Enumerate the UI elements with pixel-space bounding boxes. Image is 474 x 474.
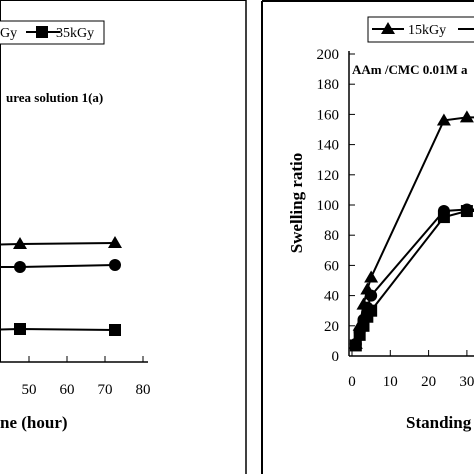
left-data-point (14, 323, 26, 335)
right-x-ticks: 0 10 20 30 (348, 350, 474, 390)
right-x-tick-label: 30 (459, 374, 474, 390)
right-annotation: AAm /CMC 0.01M a (352, 62, 468, 77)
right-y-tick-label: 80 (324, 228, 339, 244)
right-y-tick-label: 200 (317, 47, 340, 63)
right-data-point (436, 113, 451, 126)
left-x-ticks: 50 60 70 80 (22, 356, 151, 398)
left-data-point (13, 237, 27, 249)
right-data-point (437, 211, 450, 224)
right-y-tick-label: 60 (324, 258, 339, 274)
left-legend-label: Gy (0, 26, 17, 41)
right-y-tick-label: 0 (332, 349, 340, 365)
right-y-axis-label: Swelling ratio (287, 153, 306, 254)
right-x-tick-label: 10 (383, 374, 398, 390)
right-data-point (357, 319, 370, 332)
left-legend: Gy 35kGy (0, 26, 94, 41)
right-y-tick-label: 120 (317, 168, 340, 184)
right-data-point (364, 270, 379, 283)
right-y-tick-label: 140 (317, 138, 340, 154)
left-x-tick-label: 80 (136, 382, 151, 398)
left-x-tick-label: 70 (98, 382, 113, 398)
left-x-tick-label: 60 (60, 382, 75, 398)
right-series (348, 110, 474, 352)
right-data-point (459, 110, 474, 123)
right-data-point (365, 304, 378, 317)
right-x-axis-label: Standing (406, 413, 472, 432)
right-data-point (353, 328, 366, 341)
left-x-tick-label: 50 (22, 382, 37, 398)
left-legend-marker (36, 26, 48, 38)
right-chart-panel: 15kGy AAm /CMC 0.01M a 02040608010012014… (261, 0, 474, 474)
left-data-point (14, 261, 26, 273)
right-y-tick-label: 40 (324, 289, 339, 305)
right-legend-marker (381, 22, 395, 34)
right-y-tick-label: 160 (317, 107, 340, 123)
left-series (0, 236, 122, 336)
left-data-point (109, 259, 121, 271)
left-data-point (108, 236, 122, 248)
right-legend-label: 15kGy (408, 23, 446, 38)
left-data-point (109, 324, 121, 336)
right-y-tick-label: 180 (317, 77, 340, 93)
left-chart-panel: Gy 35kGy urea solution 1(a) 50 60 70 80 ne (… (0, 0, 247, 474)
right-data-point (349, 339, 362, 352)
right-data-point (460, 205, 473, 218)
right-y-tick-label: 100 (317, 198, 340, 214)
right-x-tick-label: 20 (421, 374, 436, 390)
right-y-ticks: 0 20 40 60 80 100 120 140 160 180 200 (317, 47, 355, 365)
left-legend-label: 35kGy (56, 26, 94, 41)
left-x-axis-label: ne (hour) (0, 413, 68, 432)
right-legend: 15kGy (372, 22, 474, 38)
right-y-tick-label: 20 (324, 319, 339, 335)
left-annotation: urea solution 1(a) (6, 90, 103, 105)
right-data-point (365, 289, 378, 302)
right-x-tick-label: 0 (348, 374, 356, 390)
